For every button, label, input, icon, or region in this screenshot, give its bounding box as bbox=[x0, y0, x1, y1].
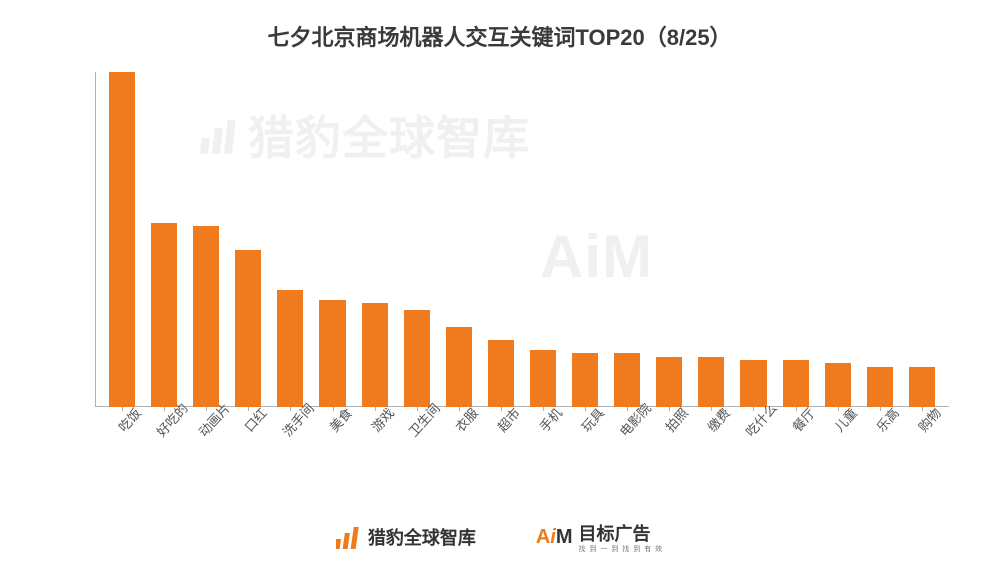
x-label: 乐高 bbox=[871, 403, 903, 435]
bar-slot bbox=[648, 72, 690, 407]
bar bbox=[698, 357, 724, 407]
x-label: 拍照 bbox=[661, 403, 693, 435]
bar bbox=[151, 223, 177, 407]
footer-brand-aim-text: 目标广告 找 到 一 到 找 到 有 效 bbox=[579, 520, 664, 554]
x-label: 玩具 bbox=[576, 403, 608, 435]
bar-slot bbox=[354, 72, 396, 407]
x-labels-group: 吃饭好吃的动画片口红洗手间美食游戏卫生间衣服超市手机玩具电影院拍照缴费吃什么餐厅… bbox=[95, 407, 949, 452]
bar-slot bbox=[185, 72, 227, 407]
chart-container: 七夕北京商场机器人交互关键词TOP20（8/25） 猎豹全球智库 AiM 吃饭好… bbox=[0, 0, 999, 562]
x-label: 手机 bbox=[534, 403, 566, 435]
x-label-slot: 吃饭 bbox=[101, 407, 143, 452]
bar bbox=[909, 367, 935, 407]
x-label-slot: 购物 bbox=[901, 407, 943, 452]
x-label: 餐厅 bbox=[787, 403, 819, 435]
bar bbox=[235, 250, 261, 407]
x-label-slot: 洗手间 bbox=[269, 407, 311, 452]
footer-brand-cheetah: 猎豹全球智库 bbox=[336, 524, 476, 550]
x-label-slot: 乐高 bbox=[859, 407, 901, 452]
x-label-slot: 游戏 bbox=[354, 407, 396, 452]
bar bbox=[277, 290, 303, 407]
footer-brand-aim-label: 目标广告 bbox=[579, 524, 651, 544]
x-label-slot: 动画片 bbox=[185, 407, 227, 452]
bar bbox=[656, 357, 682, 407]
bar bbox=[572, 353, 598, 407]
x-label-slot: 好吃的 bbox=[143, 407, 185, 452]
bar bbox=[446, 327, 472, 407]
bar-slot bbox=[143, 72, 185, 407]
chart-title: 七夕北京商场机器人交互关键词TOP20（8/25） bbox=[40, 20, 959, 52]
bar bbox=[614, 353, 640, 407]
x-label-slot: 口红 bbox=[227, 407, 269, 452]
cheetah-bars-icon bbox=[336, 525, 362, 549]
bar bbox=[109, 72, 135, 407]
bar-slot bbox=[227, 72, 269, 407]
x-label-slot: 餐厅 bbox=[775, 407, 817, 452]
footer-brand-cheetah-label: 猎豹全球智库 bbox=[368, 524, 476, 550]
bar-slot bbox=[396, 72, 438, 407]
bar bbox=[319, 300, 345, 407]
bar bbox=[362, 303, 388, 407]
bar-slot bbox=[522, 72, 564, 407]
x-label-slot: 儿童 bbox=[817, 407, 859, 452]
bar-slot bbox=[732, 72, 774, 407]
plot-area bbox=[95, 72, 949, 407]
footer-brand-aim: AiM 目标广告 找 到 一 到 找 到 有 效 bbox=[536, 520, 663, 554]
bar-slot bbox=[438, 72, 480, 407]
bar bbox=[825, 363, 851, 407]
footer-brand-aim-sub: 找 到 一 到 找 到 有 效 bbox=[579, 544, 664, 554]
x-label: 口红 bbox=[240, 403, 272, 435]
x-label-slot: 美食 bbox=[311, 407, 353, 452]
chart-area: 猎豹全球智库 AiM 吃饭好吃的动画片口红洗手间美食游戏卫生间衣服超市手机玩具电… bbox=[40, 72, 959, 452]
bar bbox=[783, 360, 809, 407]
bars-group bbox=[95, 72, 949, 407]
bar-slot bbox=[311, 72, 353, 407]
x-label-slot: 电影院 bbox=[606, 407, 648, 452]
x-label-slot: 卫生间 bbox=[396, 407, 438, 452]
bar bbox=[867, 367, 893, 407]
bar bbox=[740, 360, 766, 407]
bar-slot bbox=[901, 72, 943, 407]
bar bbox=[404, 310, 430, 407]
x-label: 游戏 bbox=[366, 403, 398, 435]
bar-slot bbox=[817, 72, 859, 407]
x-label: 吃饭 bbox=[113, 403, 145, 435]
bar-slot bbox=[775, 72, 817, 407]
x-label: 美食 bbox=[324, 403, 356, 435]
x-label: 儿童 bbox=[829, 403, 861, 435]
bar bbox=[488, 340, 514, 407]
bar bbox=[193, 226, 219, 407]
x-label-slot: 缴费 bbox=[690, 407, 732, 452]
x-label: 缴费 bbox=[703, 403, 735, 435]
bar-slot bbox=[606, 72, 648, 407]
x-label: 购物 bbox=[913, 403, 945, 435]
bar bbox=[530, 350, 556, 407]
bar-slot bbox=[690, 72, 732, 407]
x-label-slot: 拍照 bbox=[648, 407, 690, 452]
aim-logo-icon: AiM bbox=[536, 526, 573, 549]
bar-slot bbox=[269, 72, 311, 407]
x-label-slot: 超市 bbox=[480, 407, 522, 452]
x-label-slot: 衣服 bbox=[438, 407, 480, 452]
bar-slot bbox=[101, 72, 143, 407]
x-label-slot: 手机 bbox=[522, 407, 564, 452]
x-label: 衣服 bbox=[450, 403, 482, 435]
footer: 猎豹全球智库 AiM 目标广告 找 到 一 到 找 到 有 效 bbox=[0, 520, 999, 554]
bar-slot bbox=[480, 72, 522, 407]
bar-slot bbox=[564, 72, 606, 407]
x-label: 超市 bbox=[492, 403, 524, 435]
x-label-slot: 吃什么 bbox=[732, 407, 774, 452]
x-label-slot: 玩具 bbox=[564, 407, 606, 452]
bar-slot bbox=[859, 72, 901, 407]
